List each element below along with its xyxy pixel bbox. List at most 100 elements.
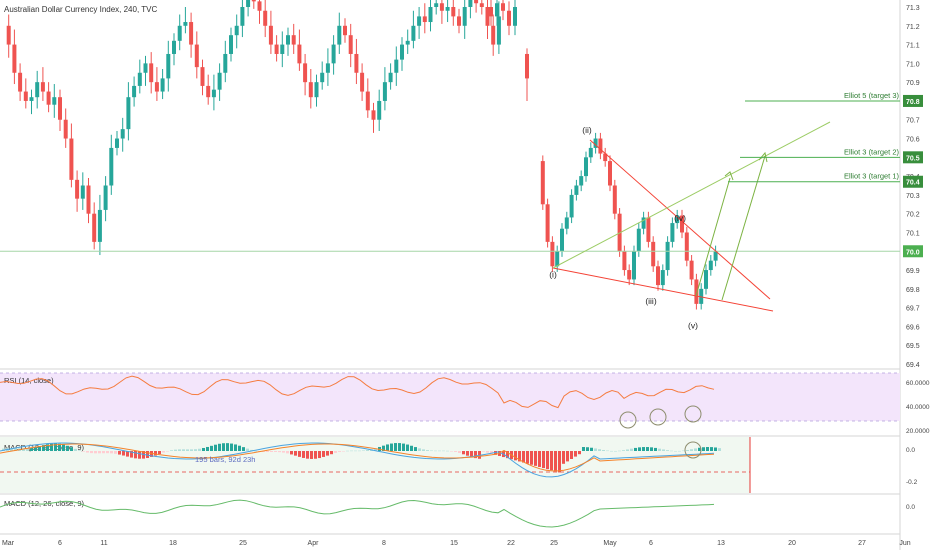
- macd2-line: [0, 499, 715, 528]
- candle: [308, 82, 313, 98]
- candle: [474, 0, 479, 4]
- macd-histogram-bar: [406, 444, 409, 451]
- macd-histogram-bar: [470, 451, 473, 458]
- macd-histogram-bar: [310, 451, 313, 459]
- macd-histogram-bar: [42, 445, 45, 451]
- macd-histogram-bar: [170, 450, 173, 451]
- candle: [234, 25, 239, 36]
- candle: [154, 82, 159, 92]
- candle: [694, 279, 699, 304]
- target-3-label: Elliot 5 (target 3): [844, 91, 900, 100]
- macd-histogram-bar: [22, 448, 25, 451]
- rsi-divergence-circle-1: [619, 411, 637, 429]
- candle: [126, 97, 131, 130]
- candle: [704, 270, 708, 289]
- macd-histogram-bar: [482, 451, 485, 452]
- time-tick-label: 6: [58, 540, 62, 547]
- candle: [699, 288, 704, 304]
- macd-histogram-bar: [398, 443, 401, 451]
- macd-histogram-bar: [194, 449, 197, 451]
- macd-histogram-bar: [650, 447, 653, 451]
- macd-histogram-bar: [570, 451, 573, 459]
- channel-line: [552, 121, 831, 269]
- candle: [550, 241, 555, 267]
- macd-histogram-bar: [662, 449, 665, 451]
- time-tick-label: 6: [649, 540, 653, 547]
- macd-histogram-bar: [118, 451, 121, 455]
- candle: [405, 40, 410, 45]
- macd-histogram-bar: [334, 451, 337, 453]
- time-tick-label: 25: [239, 540, 247, 547]
- macd-histogram-bar: [342, 451, 345, 452]
- macd-histogram-bar: [302, 451, 305, 458]
- macd-histogram-bar: [462, 451, 465, 455]
- macd-histogram-bar: [254, 450, 257, 452]
- price-tick-label: 70.3: [906, 193, 920, 200]
- candle: [680, 215, 684, 233]
- macd-histogram-bar: [106, 451, 109, 454]
- candle: [35, 82, 40, 98]
- candle: [491, 25, 496, 45]
- price-tick-label: 70.1: [906, 230, 920, 237]
- macd-histogram-bar: [10, 448, 13, 451]
- macd-histogram-bar: [486, 451, 489, 453]
- macd-histogram-bar: [162, 451, 165, 453]
- candle: [291, 35, 296, 45]
- macd-histogram-bar: [270, 451, 273, 452]
- macd-histogram-bar: [354, 450, 357, 452]
- price-tick-label: 71.1: [906, 43, 920, 50]
- target-1-label: Elliot 3 (target 1): [844, 172, 900, 181]
- candle: [189, 22, 194, 45]
- macd-histogram-bar: [422, 449, 425, 451]
- macd-histogram-bar: [274, 451, 277, 452]
- macd-histogram-bar: [494, 451, 497, 455]
- macd-histogram-bar: [234, 444, 237, 451]
- candle: [149, 63, 154, 83]
- macd-histogram-bar: [54, 443, 57, 451]
- candle: [555, 251, 560, 267]
- candle: [593, 138, 598, 148]
- macd-histogram-bar: [346, 450, 349, 452]
- target-lines: Elliot 5 (target 3) Elliot 3 (target 2) El…: [728, 91, 900, 183]
- candle: [713, 251, 718, 261]
- candle: [422, 16, 427, 23]
- macd-histogram-bar: [374, 448, 377, 451]
- candle: [18, 72, 23, 92]
- arrowhead-1: [724, 171, 734, 181]
- macd-histogram-bar: [654, 447, 657, 451]
- macd-histogram-bar: [434, 450, 437, 452]
- candle: [489, 7, 493, 17]
- macd-histogram-bar: [622, 450, 625, 451]
- time-tick-label: 18: [169, 540, 177, 547]
- candle: [670, 223, 675, 242]
- macd-histogram-bar: [546, 451, 549, 470]
- candle: [325, 63, 330, 73]
- macd-histogram-bar: [586, 447, 589, 451]
- macd-line: [0, 442, 715, 478]
- price-tick-label: 70.2: [906, 212, 920, 219]
- candle: [229, 35, 233, 54]
- candle: [588, 147, 593, 158]
- macd-histogram-bar: [186, 449, 189, 451]
- macd-histogram-bar: [322, 451, 325, 457]
- macd-histogram-bar: [626, 449, 629, 451]
- macd-histogram-bar: [414, 447, 417, 451]
- macd-histogram-bar: [394, 443, 397, 451]
- candle: [394, 59, 399, 73]
- rsi-band: [0, 373, 900, 421]
- macd-histogram-bar: [390, 443, 393, 451]
- candle: [166, 53, 171, 79]
- candle: [569, 194, 574, 218]
- macd-histogram-bar: [566, 451, 569, 462]
- macd-histogram-bar: [202, 447, 205, 451]
- candle: [194, 44, 199, 68]
- macd-histogram-bar: [82, 451, 85, 452]
- macd-histogram-bar: [690, 449, 693, 451]
- rsi-tick-label: 60.0000: [906, 380, 930, 387]
- candle: [52, 97, 57, 105]
- candle: [501, 3, 505, 11]
- macd-histogram-bar: [538, 451, 541, 467]
- candle: [388, 72, 393, 83]
- macd-histogram-bar: [314, 451, 317, 459]
- candle: [411, 25, 416, 41]
